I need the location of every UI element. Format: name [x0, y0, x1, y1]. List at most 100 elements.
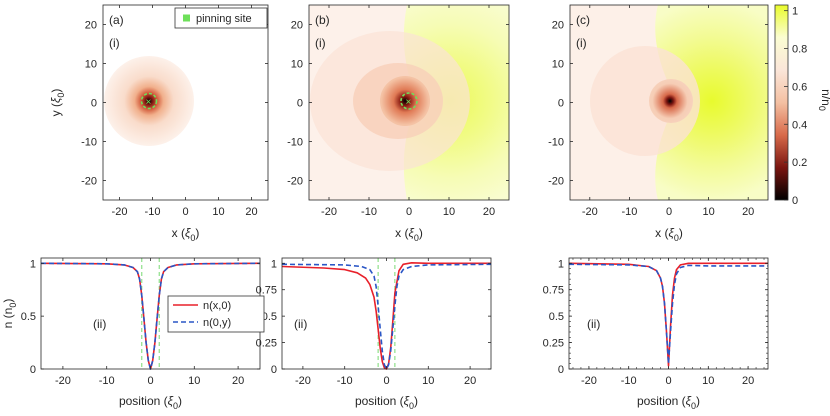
pinning-legend: pinning site	[174, 7, 268, 29]
ytick-label-line-a-0: 0	[30, 364, 36, 376]
sublabel-c: (i)	[576, 36, 587, 50]
xlabel-heat-b: x (ξ0)	[395, 226, 423, 243]
xlabel-heat-c-text: x (	[655, 226, 668, 240]
sublabel-a: (i)	[109, 36, 120, 50]
heat-a-halo	[104, 56, 194, 146]
xlabel-heat-c-symbol: ξ	[668, 226, 674, 240]
xtick-label-heat-a-0: -20	[112, 206, 128, 218]
xtick-label-heat-c-0: -20	[582, 206, 598, 218]
ytick-label-line-c-1: 0.25	[543, 338, 564, 350]
ytick-label-heat-c-0: -20	[548, 176, 564, 188]
colorbar-tick-label-1: 0.2	[792, 157, 807, 169]
xtick-label-heat-c-3: 10	[702, 206, 714, 218]
xtick-label-line-c-2: 0	[665, 375, 671, 387]
ytick-label-line-c-3: 0.75	[543, 285, 564, 297]
ytick-label-heat-b-2: 0	[297, 98, 303, 110]
xtick-label-line-b-3: 10	[422, 375, 434, 387]
ylabel-heat-a: y (ξ0)	[49, 89, 66, 117]
ytick-label-heat-b-0: -20	[287, 176, 303, 188]
xlabel-heat-a: x (ξ0)	[172, 226, 200, 243]
xtick-label-heat-a-4: 20	[245, 206, 257, 218]
series-line-c-1	[568, 263, 768, 365]
panel-label-c: (c)	[576, 13, 590, 27]
xtick-label-heat-b-1: -10	[361, 206, 377, 218]
ylabel-heat-a-text: y (	[49, 103, 63, 116]
xtick-label-heat-a-1: -10	[145, 206, 161, 218]
xlabel-heat-a-sub: 0	[190, 233, 195, 243]
heat-c-core	[649, 79, 693, 123]
ytick-label-heat-a-2: 0	[91, 98, 97, 110]
bg-line-b	[282, 258, 491, 369]
heatmap-a	[103, 5, 268, 200]
ylabel-line-a-close: )	[1, 299, 15, 303]
xtick-label-line-b-1: -10	[337, 375, 353, 387]
ytick-label-heat-c-4: 20	[552, 20, 564, 32]
xtick-label-heat-b-4: 20	[483, 206, 495, 218]
xlabel-line-b-sub: 0	[409, 401, 414, 411]
pinning-legend-label: pinning site	[196, 13, 252, 25]
xtick-label-line-c-3: 10	[702, 375, 714, 387]
xtick-label-line-a-2: 0	[147, 375, 153, 387]
xtick-label-heat-c-1: -10	[621, 206, 637, 218]
colorbar-tick-label-2: 0.4	[792, 119, 807, 131]
series-line-b-1	[281, 263, 492, 370]
xlabel-line-a-sub: 0	[173, 401, 178, 411]
xtick-label-heat-a-2: 0	[182, 206, 188, 218]
pinning-marker-b: ×	[406, 97, 412, 108]
ylabel-heat-a-symbol: ξ	[49, 97, 63, 103]
series-line-c-0	[568, 262, 768, 367]
xtick-label-heat-c-4: 20	[742, 206, 754, 218]
ylabel-heat-a-close: )	[49, 89, 63, 93]
xlabel-heat-c: x (ξ0)	[655, 226, 683, 243]
heat-b-core	[380, 76, 430, 126]
xlabel-line-a-close: )	[178, 394, 182, 408]
colorbar-tick-label-0: 0	[792, 195, 798, 207]
xlabel-line-b-close: )	[414, 394, 418, 408]
xtick-label-line-a-1: -10	[99, 375, 115, 387]
ytick-label-heat-a-4: 20	[85, 20, 97, 32]
xtick-label-heat-b-3: 10	[443, 206, 455, 218]
xlabel-heat-c-sub: 0	[674, 233, 679, 243]
xlabel-heat-b-symbol: ξ	[408, 226, 414, 240]
ytick-label-heat-b-3: 10	[291, 59, 303, 71]
pinning-ring-a	[140, 92, 158, 110]
ytick-label-heat-c-3: 10	[552, 59, 564, 71]
sublabel-b: (i)	[315, 36, 326, 50]
panel-label-a: (a)	[109, 13, 124, 27]
xlabel-line-a: position (ξ0)	[119, 394, 182, 411]
sublabel-ii-b: (ii)	[294, 317, 307, 331]
colorbar-tick-label-4: 0.8	[792, 44, 807, 56]
legend-label-n0y: n(0,y)	[203, 317, 231, 329]
xtick-label-heat-b-2: 0	[406, 206, 412, 218]
xlabel-heat-b-text: x (	[395, 226, 408, 240]
series-legend: n(x,0) n(0,y)	[167, 295, 265, 333]
heatmap-c	[570, 5, 768, 200]
colorbar: 0 0.2 0.4 0.6 0.8 1 n/n0	[774, 4, 830, 207]
xlabel-line-a-text: position (	[119, 394, 168, 408]
heat-c-yellow	[655, 5, 768, 200]
series-line-b-0	[281, 261, 491, 370]
ytick-label-line-c-4: 1	[558, 258, 564, 270]
ytick-label-heat-c-1: -10	[548, 137, 564, 149]
xtick-label-line-c-1: -10	[621, 375, 637, 387]
xlabel-line-b: position (ξ0)	[355, 394, 418, 411]
ytick-label-line-c-2: 0.5	[549, 311, 564, 323]
ytick-label-heat-c-2: 0	[558, 98, 564, 110]
ylabel-line-a: n (n0)	[1, 299, 18, 329]
xlabel-line-c: position (ξ0)	[637, 394, 700, 411]
ylabel-heat-a-sub: 0	[56, 93, 66, 98]
ytick-label-heat-a-3: 10	[85, 59, 97, 71]
xtick-label-line-b-4: 20	[464, 375, 476, 387]
xlabel-heat-b-close: )	[419, 226, 423, 240]
ytick-label-heat-b-1: -10	[287, 137, 303, 149]
xlabel-heat-b-sub: 0	[414, 233, 419, 243]
colorbar-label: n/n0	[817, 89, 830, 111]
pinning-ring-b	[400, 92, 418, 110]
xlabel-heat-c-close: )	[679, 226, 683, 240]
xtick-label-line-a-4: 20	[232, 375, 244, 387]
sublabel-ii-a: (ii)	[93, 317, 106, 331]
colorbar-gradient	[774, 4, 789, 201]
heat-c-band	[590, 46, 700, 156]
xlabel-line-c-symbol: ξ	[686, 394, 692, 408]
